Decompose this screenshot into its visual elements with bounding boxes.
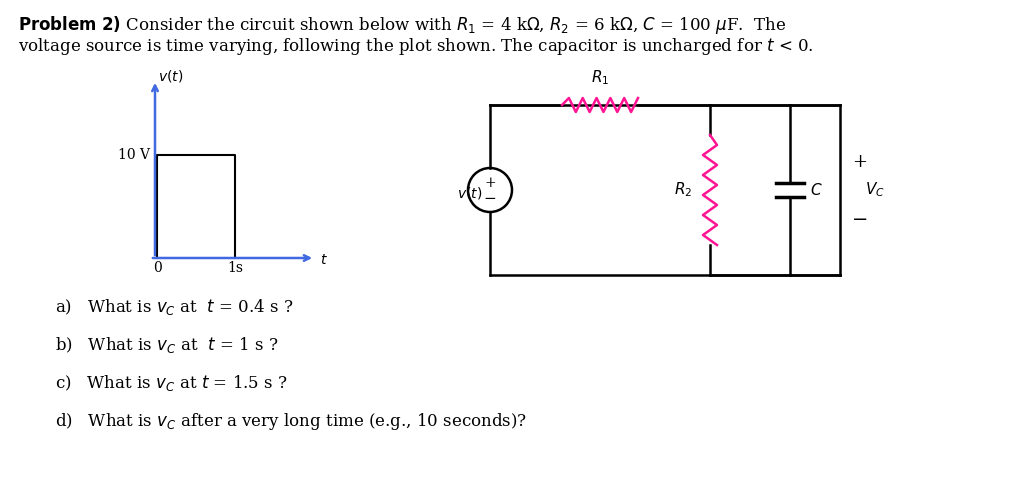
Text: +: + xyxy=(484,176,496,190)
Text: $\mathbf{Problem\ 2)}$ Consider the circuit shown below with $R_1$ = 4 k$\Omega$: $\mathbf{Problem\ 2)}$ Consider the circ… xyxy=(18,14,786,36)
Text: voltage source is time varying, following the plot shown. The capacitor is uncha: voltage source is time varying, followin… xyxy=(18,36,814,57)
Text: −: − xyxy=(483,192,497,206)
Text: +: + xyxy=(853,153,867,171)
Text: $C$: $C$ xyxy=(810,182,822,198)
Text: 1s: 1s xyxy=(227,261,243,275)
Text: $t$: $t$ xyxy=(319,253,328,267)
Text: $v(t)$: $v(t)$ xyxy=(457,185,482,201)
Text: $v(t)$: $v(t)$ xyxy=(158,68,183,84)
Text: $R_2$: $R_2$ xyxy=(674,181,692,199)
Text: $V_C$: $V_C$ xyxy=(865,181,885,199)
Text: $R_1$: $R_1$ xyxy=(591,68,609,87)
Text: d)   What is $v_C$ after a very long time (e.g., 10 seconds)?: d) What is $v_C$ after a very long time … xyxy=(55,411,527,431)
Text: 0: 0 xyxy=(153,261,162,275)
Text: 10 V: 10 V xyxy=(118,148,150,162)
Text: a)   What is $v_C$ at  $t$ = 0.4 s ?: a) What is $v_C$ at $t$ = 0.4 s ? xyxy=(55,297,294,317)
Text: c)   What is $v_C$ at $t$ = 1.5 s ?: c) What is $v_C$ at $t$ = 1.5 s ? xyxy=(55,373,288,393)
Text: b)   What is $v_C$ at  $t$ = 1 s ?: b) What is $v_C$ at $t$ = 1 s ? xyxy=(55,335,279,355)
Text: −: − xyxy=(852,211,868,229)
